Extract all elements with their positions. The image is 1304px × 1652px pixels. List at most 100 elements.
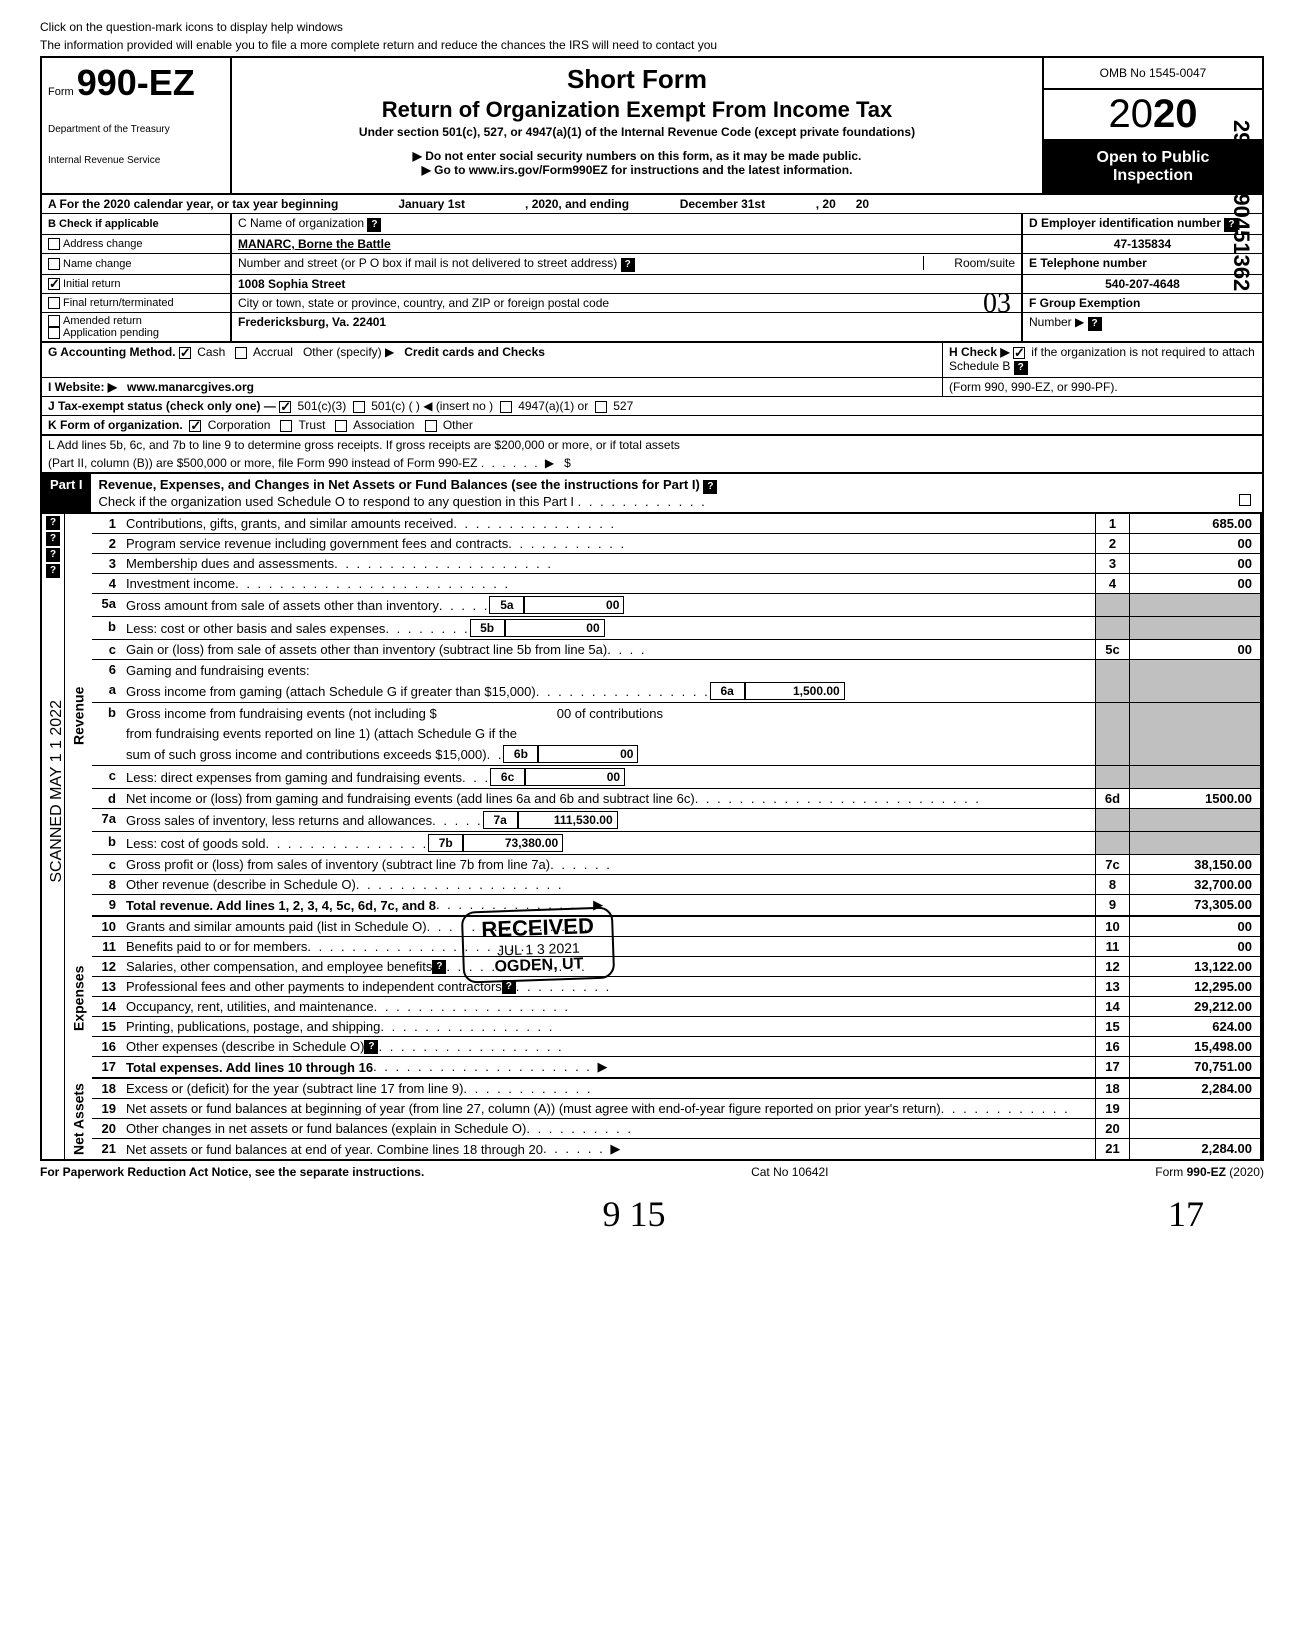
help-icon[interactable]: ?: [621, 258, 635, 272]
help-icon[interactable]: ?: [432, 960, 446, 974]
help-icon[interactable]: ?: [46, 548, 60, 562]
line-num: b: [92, 703, 122, 723]
other-label: Other (specify) ▶: [303, 345, 394, 359]
box-num: 6d: [1095, 789, 1130, 808]
line-num: 12: [92, 957, 122, 976]
k-corp: Corporation: [208, 418, 271, 432]
c-name-label-cell: C Name of organization ?: [232, 214, 1022, 234]
line-desc: Program service revenue including govern…: [122, 534, 1095, 553]
line-desc: Gross profit or (loss) from sales of inv…: [122, 855, 1095, 874]
box-shaded: [1095, 766, 1130, 788]
cb-part1-scho[interactable]: [1239, 494, 1251, 506]
line-desc: Gross income from fundraising events (no…: [122, 703, 1095, 723]
year-bold: 20: [1153, 92, 1198, 136]
cb-cash[interactable]: [179, 347, 191, 359]
line-desc: from fundraising events reported on line…: [122, 723, 1095, 743]
row-g: G Accounting Method. Cash Accrual Other …: [40, 343, 1264, 378]
line-desc: Net assets or fund balances at end of ye…: [122, 1139, 1095, 1159]
street-label-cell: Number and street (or P O box if mail is…: [232, 254, 1022, 274]
help-icon[interactable]: ?: [703, 480, 717, 494]
revenue-label: Revenue: [64, 514, 92, 917]
box-shaded: [1095, 703, 1130, 723]
cb-other-org[interactable]: [425, 420, 437, 432]
help-icon[interactable]: ?: [46, 516, 60, 530]
handwritten-03: 03: [983, 288, 1011, 320]
line-desc: Excess or (deficit) for the year (subtra…: [122, 1079, 1095, 1098]
line-desc: Less: direct expenses from gaming and fu…: [122, 766, 1095, 788]
f-label: F Group Exemption: [1029, 296, 1140, 310]
line-20: 20 Other changes in net assets or fund b…: [92, 1119, 1262, 1139]
line-6b-2: from fundraising events reported on line…: [92, 723, 1262, 743]
box-shaded: [1095, 832, 1130, 854]
box-shaded: [1130, 594, 1260, 616]
cb-accrual[interactable]: [235, 347, 247, 359]
cb-address-change[interactable]: Address change: [42, 235, 232, 253]
cb-name-change[interactable]: Name change: [42, 254, 232, 274]
line-2: 2 Program service revenue including gove…: [92, 534, 1262, 554]
cb-4947[interactable]: [500, 401, 512, 413]
j-c: 501(c) (: [371, 399, 412, 413]
footer-form: Form 990-EZ (2020): [1155, 1165, 1264, 1179]
dln-stamp: 29492090451362: [1228, 120, 1254, 291]
line-num: 17: [92, 1057, 122, 1077]
d-label-cell: D Employer identification number ?: [1022, 214, 1262, 234]
other-value: Credit cards and Checks: [404, 345, 545, 359]
j-c3: 501(c)(3): [298, 399, 347, 413]
help-icon[interactable]: ?: [1014, 361, 1028, 375]
l-text1: L Add lines 5b, 6c, and 7b to line 9 to …: [42, 436, 1262, 454]
cb-initial-label: Initial return: [63, 278, 120, 290]
sub-val: 00: [505, 619, 605, 637]
sub-val: 111,530.00: [518, 811, 618, 829]
cb-final-return[interactable]: Final return/terminated: [42, 294, 232, 312]
cb-h[interactable]: [1013, 347, 1025, 359]
revenue-lines: 1 Contributions, gifts, grants, and simi…: [92, 514, 1262, 917]
line-num: c: [92, 640, 122, 659]
cb-final-label: Final return/terminated: [63, 297, 174, 309]
cb-501c[interactable]: [353, 401, 365, 413]
row-bcd-1: B Check if applicable C Name of organiza…: [40, 214, 1264, 235]
box-val: 2,284.00: [1130, 1139, 1260, 1159]
city-label-cell: City or town, state or province, country…: [232, 294, 1022, 312]
line-6: 6 Gaming and fundraising events:: [92, 660, 1262, 680]
line-num: 2: [92, 534, 122, 553]
box-num: 18: [1095, 1079, 1130, 1098]
room-label: Room/suite: [923, 256, 1015, 270]
cb-initial-return[interactable]: Initial return: [42, 275, 232, 293]
b-label: B Check if applicable: [42, 214, 232, 234]
sub-num: 5b: [470, 619, 505, 637]
help-icon[interactable]: ?: [1088, 317, 1102, 331]
line-17: 17 Total expenses. Add lines 10 through …: [92, 1057, 1262, 1079]
box-shaded: [1095, 660, 1130, 680]
help-icon[interactable]: ?: [367, 218, 381, 232]
cb-pending[interactable]: Application pending: [48, 327, 159, 339]
line-12: 12 Salaries, other compensation, and emp…: [92, 957, 1262, 977]
open-line2: Inspection: [1052, 167, 1254, 185]
sub-num: 6b: [503, 745, 538, 763]
line-num: 9: [92, 895, 122, 915]
cb-501c3[interactable]: [279, 401, 291, 413]
cb-527[interactable]: [595, 401, 607, 413]
box-shaded: [1095, 743, 1130, 765]
form-number: 990-EZ: [77, 62, 195, 103]
cb-trust[interactable]: [280, 420, 292, 432]
goto-url: ▶ Go to www.irs.gov/Form990EZ for instru…: [252, 163, 1022, 177]
i-label: I Website: ▶: [48, 380, 117, 394]
street-text: 1008 Sophia Street: [238, 277, 345, 291]
box-shaded: [1130, 766, 1260, 788]
box-val: 00: [1130, 554, 1260, 573]
box-val: 73,305.00: [1130, 895, 1260, 915]
cb-corp[interactable]: [189, 420, 201, 432]
help-icon[interactable]: ?: [46, 564, 60, 578]
k-label: K Form of organization.: [48, 418, 183, 432]
line-num: 14: [92, 997, 122, 1016]
help-icon[interactable]: ?: [364, 1040, 378, 1054]
help-icon[interactable]: ?: [46, 532, 60, 546]
box-num: 14: [1095, 997, 1130, 1016]
box-num: 15: [1095, 1017, 1130, 1036]
return-title: Return of Organization Exempt From Incom…: [252, 97, 1022, 123]
line-num: a: [92, 680, 122, 702]
cb-amended[interactable]: Amended return: [48, 315, 142, 327]
part1-label: Part I: [42, 474, 91, 512]
cb-assoc[interactable]: [335, 420, 347, 432]
line-4: 4 Investment income . . . . . . . . . . …: [92, 574, 1262, 594]
